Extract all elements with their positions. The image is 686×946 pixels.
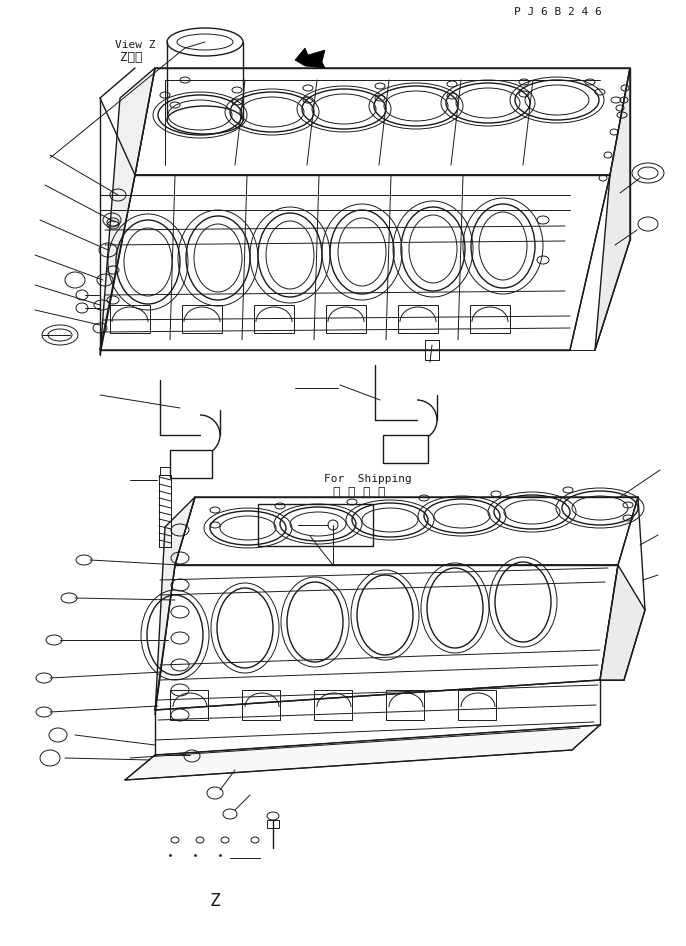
Bar (398, 305, 438, 333)
Polygon shape (125, 725, 600, 780)
Text: For  Shipping: For Shipping (324, 474, 412, 484)
Bar (258, 504, 373, 546)
Polygon shape (600, 565, 645, 680)
Bar (458, 690, 496, 720)
Bar (314, 690, 352, 720)
Bar (254, 305, 294, 333)
Bar (267, 820, 279, 828)
Bar (170, 450, 212, 478)
Bar (110, 305, 150, 333)
Text: 運 輸 部 品: 運 輸 部 品 (333, 486, 386, 499)
Text: Z: Z (209, 891, 220, 910)
Bar (160, 467, 170, 475)
Polygon shape (100, 175, 610, 350)
Bar (326, 305, 366, 333)
Bar (383, 435, 428, 463)
Bar (386, 690, 424, 720)
Polygon shape (135, 68, 630, 175)
Bar (470, 305, 510, 333)
Bar (182, 305, 222, 333)
Text: P J 6 B 2 4 6: P J 6 B 2 4 6 (514, 7, 602, 17)
Polygon shape (155, 565, 618, 710)
Text: View Z: View Z (115, 40, 156, 50)
Text: Z　視: Z 視 (120, 51, 143, 64)
Bar (170, 690, 208, 720)
Polygon shape (595, 68, 630, 350)
Polygon shape (155, 497, 195, 715)
Bar (425, 340, 439, 360)
Polygon shape (295, 48, 325, 68)
Polygon shape (175, 497, 638, 565)
Bar (242, 690, 280, 720)
Polygon shape (100, 68, 155, 355)
